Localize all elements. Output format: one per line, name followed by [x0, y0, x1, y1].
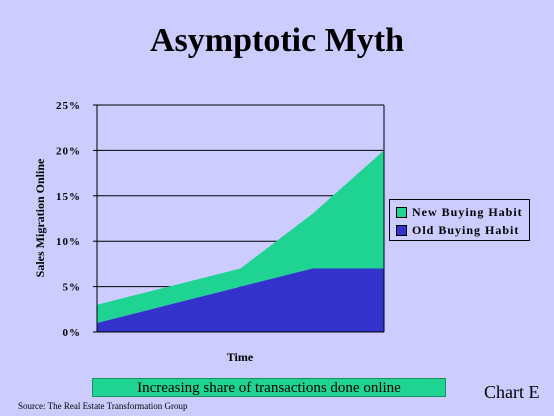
area-series-new: [97, 150, 384, 323]
y-tick-label: 0%: [63, 327, 82, 339]
legend-swatch-new: [396, 206, 407, 218]
caption-banner: Increasing share of transactions done on…: [92, 378, 446, 397]
y-tick-labels: 0% 5% 10% 15% 20% 25%: [56, 100, 82, 339]
legend-swatch-old: [396, 224, 407, 236]
y-axis-label: Sales Migration Online: [33, 158, 47, 277]
y-tick-label: 10%: [56, 236, 81, 248]
chart-legend: New Buying Habit Old Buying Habit: [389, 199, 530, 241]
chart-tag: Chart E: [484, 382, 540, 402]
area-series: [97, 150, 384, 332]
legend-label-old: Old Buying Habit: [412, 222, 520, 237]
axes: [93, 104, 385, 333]
area-series-old: [97, 268, 384, 332]
x-axis-label: Time: [227, 350, 254, 364]
slide-title: Asymptotic Myth: [149, 22, 405, 59]
y-tick-label: 25%: [56, 100, 81, 112]
legend-label-new: New Buying Habit: [412, 204, 523, 219]
y-tick-label: 15%: [56, 191, 81, 203]
source-note: Source: The Real Estate Transformation G…: [18, 401, 188, 411]
y-tick-label: 5%: [63, 282, 82, 294]
legend-item-old: Old Buying Habit: [396, 223, 519, 237]
y-tick-label: 20%: [56, 145, 81, 157]
legend-item-new: New Buying Habit: [396, 205, 523, 219]
